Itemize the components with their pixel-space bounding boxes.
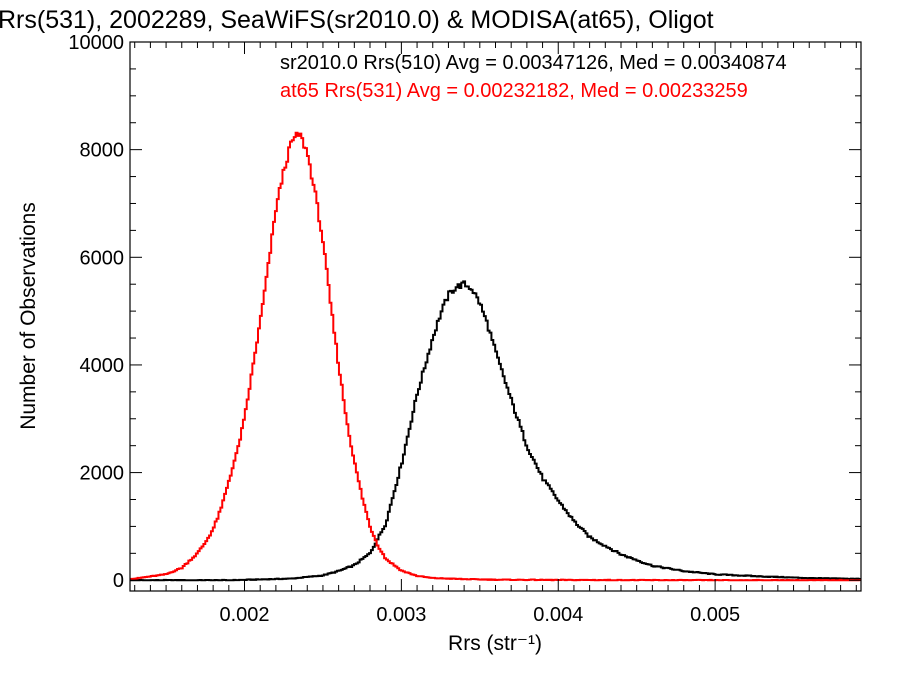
chart-title: Rrs(531), 2002289, SeaWiFS(sr2010.0) & M… [0,6,714,34]
legend-entry-red: at65 Rrs(531) Avg = 0.00232182, Med = 0.… [280,80,748,102]
y-tick-label: 8000 [80,140,125,162]
x-tick-label: 0.004 [533,604,583,626]
plot-frame [129,41,862,592]
series-layer [130,131,861,582]
y-tick-label: 10000 [68,32,124,54]
legend-entry-black: sr2010.0 Rrs(510) Avg = 0.00347126, Med … [280,52,787,74]
y-tick-label: 2000 [80,463,125,485]
y-tick-label: 0 [113,570,124,592]
x-tick-label: 0.005 [690,604,740,626]
x-axis-ticks: 0.002 0.003 0.004 0.005 [134,42,857,626]
y-tick-label: 6000 [80,247,125,269]
x-axis-label: Rrs (str⁻¹) [448,632,542,655]
y-axis-ticks: 0 2000 4000 6000 8000 10000 [68,32,861,592]
series-line-sr2010 [130,280,861,582]
x-tick-label: 0.003 [376,604,426,626]
y-axis-label: Number of Observations [17,202,40,430]
series-line-at65 [130,131,861,582]
x-tick-label: 0.002 [219,604,269,626]
y-tick-label: 4000 [80,355,125,377]
